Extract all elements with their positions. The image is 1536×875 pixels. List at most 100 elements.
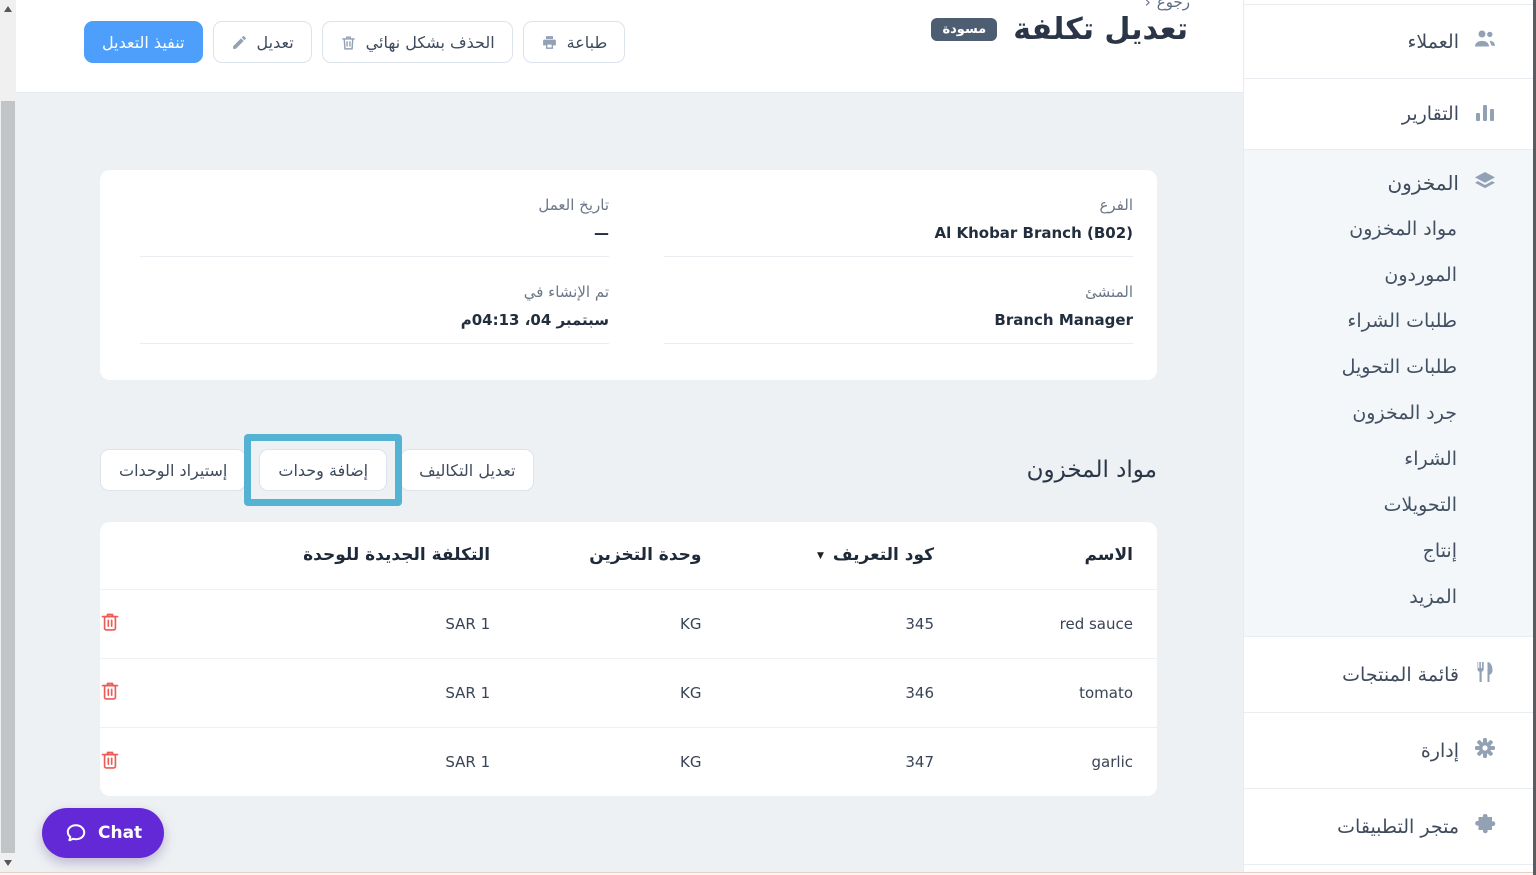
sort-arrow-icon: ▼ <box>816 551 824 562</box>
column-header-actions <box>100 522 206 589</box>
delete-row-button[interactable] <box>100 611 120 633</box>
cell-new-cost: SAR 1 <box>205 657 492 728</box>
scroll-up-arrow-icon[interactable] <box>4 6 12 12</box>
gear-icon <box>1473 736 1497 765</box>
sidebar-item-label: إدارة <box>1420 739 1459 762</box>
sidebar-item-suppliers[interactable]: الموردون <box>1384 264 1457 286</box>
sidebar-item-reports[interactable]: التقارير <box>1244 79 1533 149</box>
field-branch: الفرع Al Khobar Branch (B02) <box>664 196 1133 257</box>
cell-unit: KG <box>491 588 703 659</box>
edit-costs-button[interactable]: تعديل التكاليف <box>400 449 535 492</box>
cell-code: 347 <box>702 726 936 797</box>
field-value: — <box>594 224 609 242</box>
chevron-left-icon: ‹ <box>1144 0 1151 11</box>
scroll-down-arrow-icon[interactable] <box>4 860 12 866</box>
sidebar-item-transfer-orders[interactable]: طلبات التحويل <box>1341 356 1457 378</box>
sidebar-item-products-list[interactable]: قائمة المنتجات <box>1244 637 1533 713</box>
print-button[interactable]: طباعة <box>522 21 626 63</box>
header-actions: طباعة الحذف بشكل نهائي تعديل تنفيذ التعد… <box>84 21 626 63</box>
trash-icon <box>101 613 119 631</box>
sidebar-item-purchasing[interactable]: الشراء <box>1404 448 1457 470</box>
delete-permanently-button[interactable]: الحذف بشكل نهائي <box>321 21 513 63</box>
inventory-items-section-header: مواد المخزون تعديل التكاليف إضافة وحدات … <box>100 434 1157 507</box>
status-badge: مسودة <box>931 18 998 41</box>
edit-button-label: تعديل <box>256 32 294 52</box>
sidebar-item-production[interactable]: إنتاج <box>1422 540 1457 562</box>
trash-icon <box>101 751 119 769</box>
sidebar-item-inventory-count[interactable]: جرد المخزون <box>1352 402 1457 424</box>
sidebar-item-label: متجر التطبيقات <box>1337 815 1459 838</box>
cell-name: red sauce <box>935 588 1157 659</box>
highlight-annotation-box: إضافة وحدات <box>244 434 403 507</box>
table-row: garlic 347 KG SAR 1 <box>100 726 1157 797</box>
field-label: تاريخ العمل <box>538 196 609 214</box>
page-header: رجوع ‹ تعديل تكلفة مسودة طباعة الحذف بشك… <box>16 0 1243 93</box>
page-content: الفرع Al Khobar Branch (B02) تاريخ العمل… <box>16 93 1243 875</box>
inventory-items-table: الاسم كود التعريف ▼ وحدة التخزين التكلفة … <box>100 522 1157 797</box>
trash-icon <box>341 35 355 50</box>
utensils-icon <box>1473 660 1497 689</box>
field-label: تم الإنشاء في <box>523 283 609 301</box>
cell-unit: KG <box>491 726 703 797</box>
window-bottom-edge <box>0 872 1536 875</box>
sidebar-item-app-marketplace[interactable]: متجر التطبيقات <box>1244 789 1533 865</box>
bar-chart-icon <box>1473 100 1497 129</box>
cell-unit: KG <box>491 657 703 728</box>
vertical-scrollbar[interactable] <box>0 0 16 875</box>
sidebar-item-label: العملاء <box>1407 30 1460 53</box>
sidebar-item-inventory[interactable]: المخزون <box>1244 160 1533 206</box>
print-button-label: طباعة <box>566 32 608 52</box>
execute-button-label: تنفيذ التعديل <box>102 32 185 52</box>
inventory-items-table-card: الاسم كود التعريف ▼ وحدة التخزين التكلفة … <box>100 522 1157 797</box>
import-units-button[interactable]: إستيراد الوحدات <box>100 449 247 492</box>
field-value: Al Khobar Branch (B02) <box>934 224 1133 242</box>
cell-code: 345 <box>702 588 936 659</box>
field-label: المنشئ <box>1085 283 1133 301</box>
sidebar-item-customers[interactable]: العملاء <box>1244 5 1533 79</box>
cell-new-cost: SAR 1 <box>205 726 492 797</box>
main-area: رجوع ‹ تعديل تكلفة مسودة طباعة الحذف بشك… <box>16 0 1243 875</box>
sidebar-item-more[interactable]: المزيد <box>1409 586 1457 608</box>
section-actions: تعديل التكاليف إضافة وحدات إستيراد الوحد… <box>100 434 535 507</box>
layers-icon <box>1473 169 1497 198</box>
cell-new-cost: SAR 1 <box>205 588 492 659</box>
column-header-storage-unit: وحدة التخزين <box>589 545 702 566</box>
puzzle-icon <box>1473 812 1497 841</box>
sidebar-item-label: قائمة المنتجات <box>1342 663 1459 686</box>
sidebar-item-label: المخزون <box>1387 171 1459 195</box>
field-label: الفرع <box>1099 196 1133 214</box>
edit-button[interactable]: تعديل <box>212 21 312 63</box>
execute-edit-button[interactable]: تنفيذ التعديل <box>84 21 203 63</box>
add-units-button[interactable]: إضافة وحدات <box>259 449 388 492</box>
field-business-date: تاريخ العمل — <box>140 196 609 257</box>
field-value: سبتمبر 04، 04:13م <box>460 311 609 329</box>
sidebar-item-transfers[interactable]: التحويلات <box>1383 494 1457 516</box>
sidebar-divider <box>1244 0 1533 5</box>
cell-code: 346 <box>702 657 936 728</box>
delete-row-button[interactable] <box>100 749 120 771</box>
column-header-name: الاسم <box>1084 545 1133 566</box>
table-row: red sauce 345 KG SAR 1 <box>100 588 1157 659</box>
field-created-at: تم الإنشاء في سبتمبر 04، 04:13م <box>140 283 609 344</box>
back-link[interactable]: رجوع ‹ <box>1145 0 1190 11</box>
trash-icon <box>101 682 119 700</box>
table-row: tomato 346 KG SAR 1 <box>100 657 1157 728</box>
page-title: تعديل تكلفة <box>1013 12 1188 47</box>
title-bar: تعديل تكلفة مسودة <box>931 12 1188 47</box>
pencil-icon <box>232 35 246 49</box>
cell-name: tomato <box>935 657 1157 728</box>
chat-button[interactable]: Chat <box>42 808 165 858</box>
delete-row-button[interactable] <box>100 680 120 702</box>
sidebar-item-manage[interactable]: إدارة <box>1244 713 1533 789</box>
sidebar: العملاء التقارير المخزون مواد المخزون ال… <box>1243 0 1533 872</box>
scrollbar-thumb[interactable] <box>1 101 15 853</box>
back-label: رجوع <box>1156 0 1190 11</box>
column-header-code[interactable]: كود التعريف ▼ <box>703 522 936 589</box>
sidebar-item-purchase-orders[interactable]: طلبات الشراء <box>1347 310 1457 332</box>
cell-name: garlic <box>935 726 1157 797</box>
sidebar-item-label: التقارير <box>1401 103 1459 125</box>
delete-button-label: الحذف بشكل نهائي <box>365 32 495 52</box>
sidebar-item-inventory-items[interactable]: مواد المخزون <box>1349 218 1457 240</box>
field-creator: المنشئ Branch Manager <box>664 283 1133 344</box>
